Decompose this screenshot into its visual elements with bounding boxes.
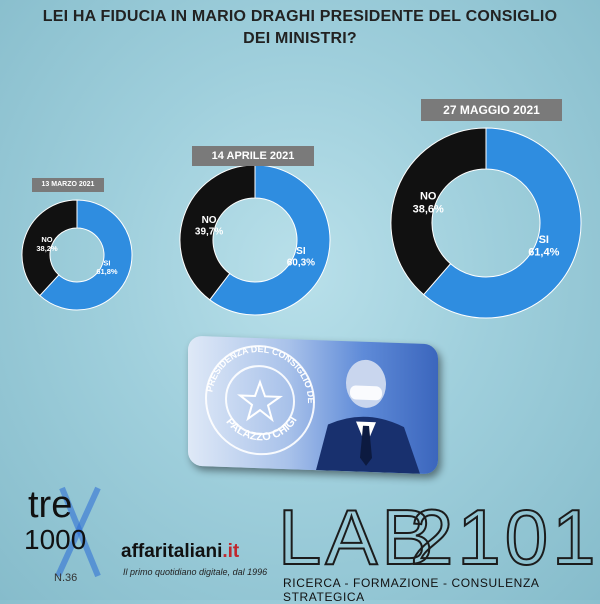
tre-x-icon [55, 486, 101, 578]
logo-lab2101: LAB 2101 [277, 494, 598, 574]
emblem-star-icon [237, 379, 283, 423]
date-label-13-marzo: 13 MARZO 2021 [32, 178, 104, 192]
tre-issue: N.36 [54, 572, 78, 584]
donut-1-label-si: SI 60,3% [287, 246, 315, 269]
donut-2-label-si: SI 61,4% [528, 234, 559, 259]
logo-affaritaliani: affaritaliani.it [121, 541, 239, 563]
logo-tre-1000: tre 1000 N.36 [22, 484, 102, 590]
title-line-1: LEI HA FIDUCIA IN MARIO DRAGHI PRESIDENT… [42, 8, 558, 25]
seal-text-bottom: PALAZZO CHIGI [223, 412, 299, 444]
donut-0-label-si: SI 61,8% [96, 259, 118, 277]
tre-text: tre [28, 484, 73, 526]
donut-1-slice-si [209, 164, 331, 316]
person-tie [360, 425, 372, 466]
person-head [346, 359, 386, 408]
title-line-2: DEI MINISTRI? [243, 30, 357, 47]
photo-illustration: PRESIDENZA DEL CONSIGLIO DEI MINISTRI PA… [188, 336, 420, 474]
donut-0-label-no: NO 38,2% [36, 235, 58, 253]
tre-number: 1000 [24, 524, 87, 555]
lab-number: 2101 [410, 494, 598, 574]
date-label-14-aprile: 14 APRILE 2021 [192, 146, 314, 166]
date-label-27-maggio: 27 MAGGIO 2021 [421, 99, 562, 121]
seal-text-top: PRESIDENZA DEL CONSIGLIO DEI MINISTRI [188, 336, 316, 404]
donut-0-slice-si [39, 199, 133, 311]
donut-2-label-no: NO 38,6% [413, 191, 444, 216]
lab-text: LAB [278, 494, 437, 574]
donut-layer: SI 61,8% NO 38,2% SI 60,3% NO 39,7% SI 61,4% NO 38,… [21, 127, 582, 319]
donut-2-slice-no [390, 127, 487, 296]
donut-0-slice-no [21, 199, 78, 297]
affaritaliani-tagline: Il primo quotidiano digitale, dal 1996 [123, 567, 268, 577]
affaritaliani-tld: .it [222, 541, 240, 562]
face-mask [350, 385, 382, 401]
photo-draghi: PRESIDENZA DEL CONSIGLIO DEI MINISTRI PA… [188, 335, 438, 475]
donut-1-label-no: NO 39,7% [195, 215, 223, 238]
donut-2-slice-si [422, 127, 582, 319]
chart-title: LEI HA FIDUCIA IN MARIO DRAGHI PRESIDENT… [0, 6, 600, 50]
affaritaliani-main: affaritaliani [121, 541, 223, 562]
